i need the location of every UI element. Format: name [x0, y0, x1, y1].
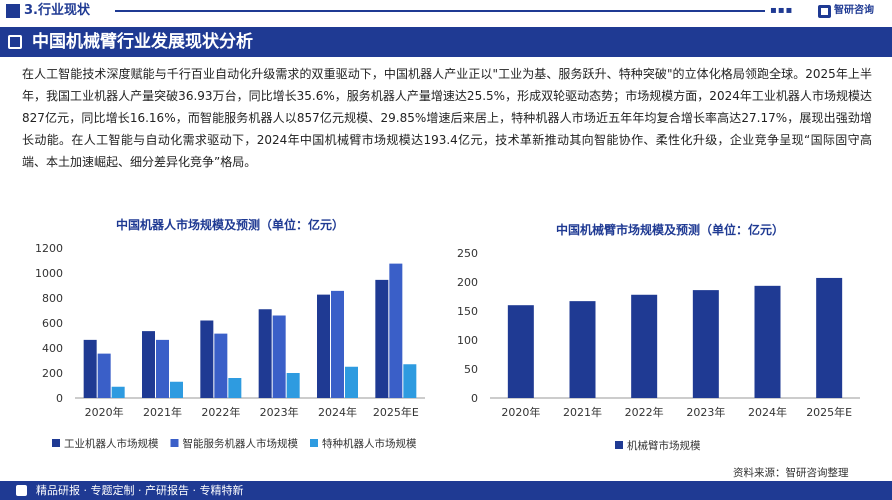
data-source: 资料来源：智研咨询整理 — [733, 467, 849, 479]
x-tick-label: 2020年 — [85, 405, 124, 419]
y-tick-label: 1000 — [35, 267, 63, 280]
y-tick-label: 400 — [42, 342, 63, 355]
x-tick-label: 2024年 — [748, 405, 787, 419]
x-tick-label: 2023年 — [260, 405, 299, 419]
bar-1 — [754, 285, 781, 398]
section-label: 3.行业现状 — [24, 3, 90, 18]
bar-1 — [375, 279, 389, 398]
bar-2 — [156, 339, 169, 398]
header-divider-dots: ▪▪▪ — [770, 5, 794, 16]
x-tick-label: 2025年E — [373, 405, 419, 419]
bar-2 — [331, 290, 344, 398]
chart-title: 中国机器人市场规模及预测（单位：亿元） — [116, 217, 344, 232]
bar-3 — [228, 378, 242, 398]
tagline-icon — [16, 485, 27, 496]
bar-1 — [631, 294, 658, 398]
y-tick-label: 250 — [457, 247, 478, 260]
bar-1 — [258, 309, 272, 398]
legend-swatch-3 — [310, 439, 318, 447]
bottom-bar: 精品研报 · 专题定制 · 产研报告 · 专精特新 — [0, 481, 892, 500]
bar-3 — [111, 386, 125, 398]
legend-entry-3: 特种机器人市场规模 — [322, 437, 417, 450]
x-tick-label: 2022年 — [625, 405, 664, 419]
bar-1 — [816, 277, 843, 398]
section-marker-icon — [6, 4, 20, 18]
y-tick-label: 200 — [42, 367, 63, 380]
y-tick-label: 50 — [464, 363, 478, 376]
legend-entry-1: 机械臂市场规模 — [627, 439, 701, 452]
robotic-arm-market-chart: 中国机械臂市场规模及预测（单位：亿元） 0 50 100 150 200 250 2020年 2… — [457, 215, 880, 465]
robotic-arm-market-chart-svg: 中国机械臂市场规模及预测（单位：亿元） 0 50 100 150 200 250 2020年 2… — [457, 222, 860, 452]
y-tick-label: 150 — [457, 305, 478, 318]
bar-1 — [692, 290, 719, 398]
x-tick-label: 2020年 — [501, 405, 540, 419]
y-tick-label: 200 — [457, 276, 478, 289]
y-tick-label: 1200 — [35, 242, 63, 255]
bar-2 — [272, 315, 286, 398]
x-tick-label: 2021年 — [563, 405, 602, 419]
bar-1 — [507, 305, 534, 398]
top-header: 3.行业现状 ▪▪▪ 智研咨询 — [0, 0, 892, 22]
chart-title: 中国机械臂市场规模及预测（单位：亿元） — [556, 222, 784, 237]
title-icon — [8, 35, 22, 49]
bar-3 — [403, 364, 417, 398]
bar-1 — [569, 301, 596, 398]
x-tick-label: 2024年 — [318, 405, 357, 419]
footer-tagline: 精品研报 · 专题定制 · 产研报告 · 专精特新 — [36, 484, 244, 497]
y-tick-label: 600 — [42, 317, 63, 330]
robot-market-chart-svg: 中国机器人市场规模及预测（单位：亿元） 0 200 400 600 800 1000 1200… — [35, 217, 425, 450]
x-tick-label: 2021年 — [143, 405, 182, 419]
brand-logo-icon — [818, 5, 831, 18]
bar-2 — [389, 263, 403, 398]
robot-market-chart: 中国机器人市场规模及预测（单位：亿元） 0 200 400 600 800 1000 1200… — [20, 215, 440, 465]
bar-1 — [317, 294, 330, 398]
bar-3 — [345, 366, 358, 398]
legend-swatch-1 — [52, 439, 60, 447]
bar-2 — [97, 353, 111, 398]
legend-entry-2: 智能服务机器人市场规模 — [183, 437, 299, 450]
bar-1 — [142, 331, 155, 398]
y-tick-label: 0 — [471, 392, 478, 405]
title-bar: 中国机械臂行业发展现状分析 — [0, 27, 892, 57]
x-tick-label: 2025年E — [806, 405, 852, 419]
brand-name: 智研咨询 — [834, 5, 874, 16]
x-tick-label: 2023年 — [686, 405, 725, 419]
bar-3 — [170, 381, 183, 398]
bar-2 — [214, 333, 228, 398]
bar-3 — [286, 373, 300, 398]
header-divider — [115, 10, 765, 12]
intro-paragraph: 在人工智能技术深度赋能与千行百业自动化升级需求的双重驱动下，中国机器人产业正以"… — [22, 67, 872, 169]
legend-swatch-1 — [615, 441, 623, 449]
y-tick-label: 800 — [42, 292, 63, 305]
legend-entry-1: 工业机器人市场规模 — [64, 437, 159, 450]
legend-swatch-2 — [170, 439, 179, 447]
bar-1 — [83, 339, 97, 398]
page-title: 中国机械臂行业发展现状分析 — [32, 32, 253, 52]
bar-1 — [200, 320, 214, 398]
y-tick-label: 0 — [56, 392, 63, 405]
y-tick-label: 100 — [457, 334, 478, 347]
x-tick-label: 2022年 — [201, 405, 240, 419]
